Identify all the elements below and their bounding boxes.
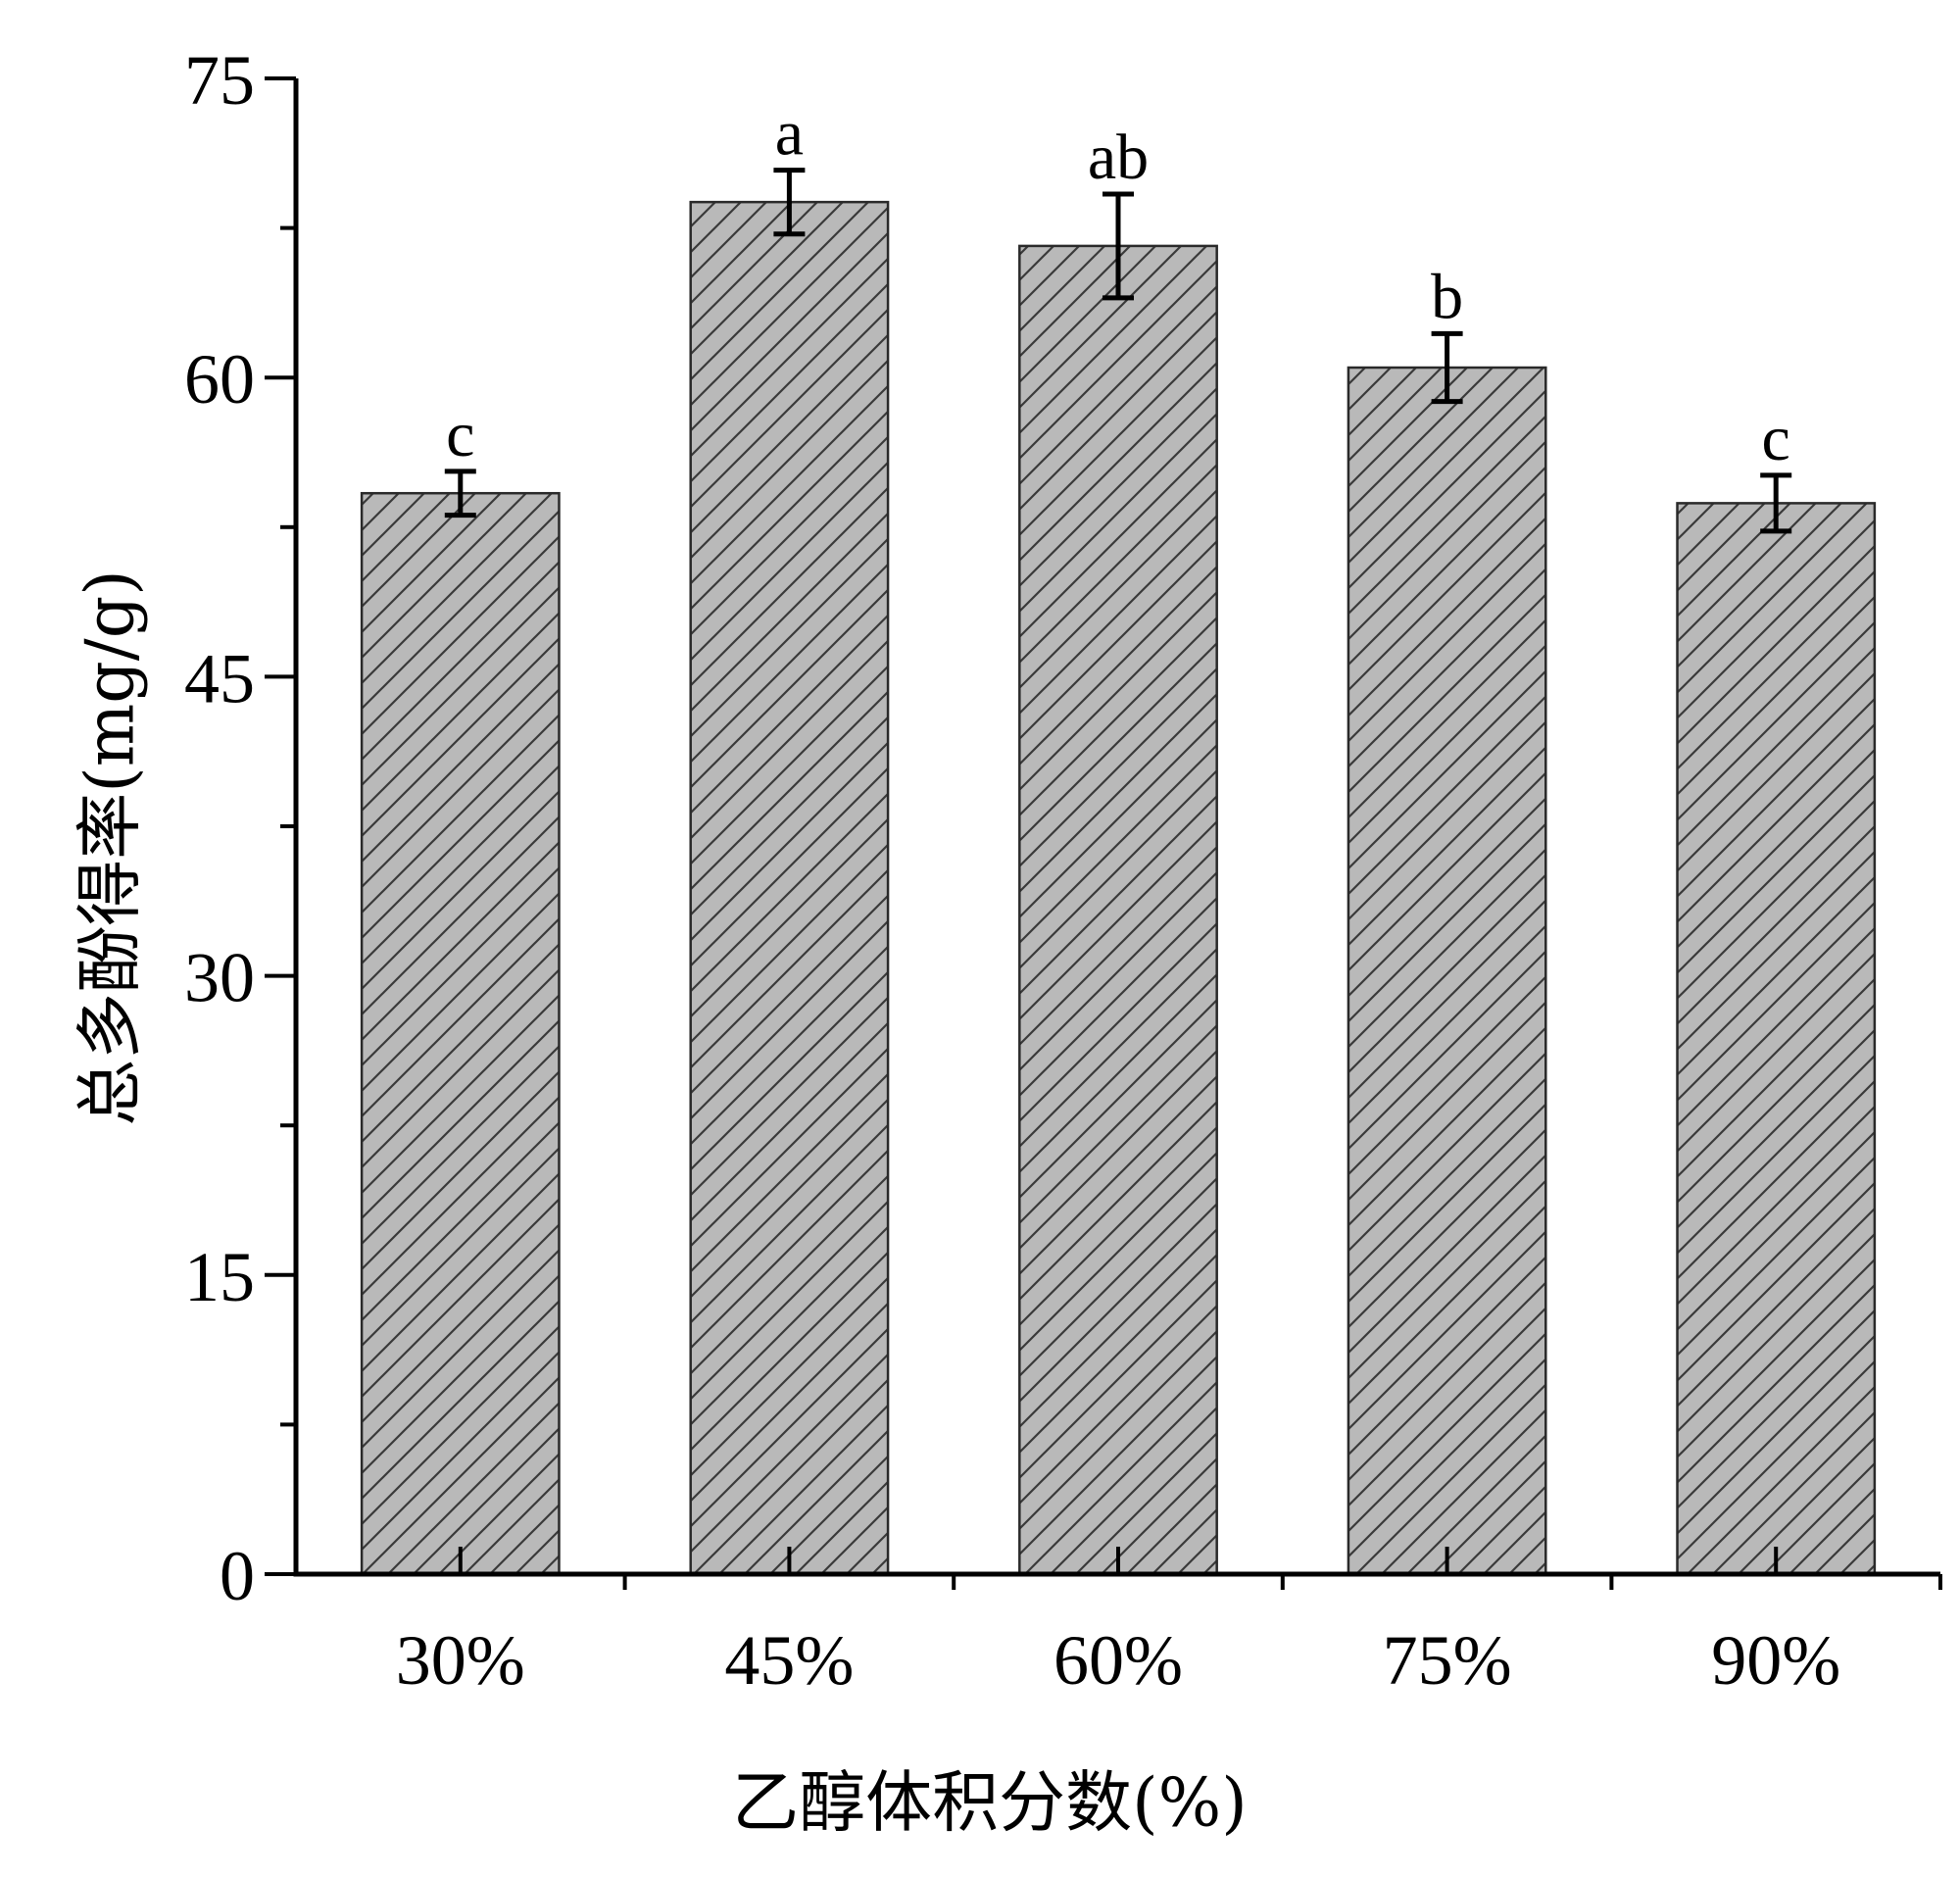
significance-label-2: a: [775, 98, 804, 170]
y-tick-label-5: 60: [184, 340, 255, 419]
x-axis-title: 乙醇体积分数(%): [732, 1765, 1248, 1843]
x-tick-label-5: 90%: [1711, 1621, 1840, 1700]
y-tick-label-1: 0: [220, 1537, 255, 1615]
y-tick-label-2: 15: [184, 1238, 255, 1316]
x-tick-label-2: 45%: [724, 1621, 854, 1700]
x-tick-label-4: 75%: [1383, 1621, 1512, 1700]
labels-layer: c 30% a 45% ab 60% b 75% c 90% 0 15 30 45 60 75: [184, 41, 1840, 1700]
axes-layer: [265, 76, 1942, 1590]
y-tick-label-6: 75: [184, 41, 255, 120]
significance-label-1: c: [446, 399, 474, 470]
significance-label-4: b: [1431, 261, 1463, 332]
y-tick-label-3: 30: [184, 939, 255, 1017]
bar-5: [1676, 502, 1877, 1576]
bar-2: [689, 200, 890, 1576]
bar-3: [1018, 244, 1218, 1576]
y-tick-label-4: 45: [184, 639, 255, 717]
significance-label-3: ab: [1088, 122, 1149, 193]
significance-label-5: c: [1762, 403, 1790, 474]
x-tick-label-3: 60%: [1054, 1621, 1183, 1700]
bars-layer: [360, 200, 1877, 1576]
y-axis-title: 总多酚得率(mg/g): [73, 569, 150, 1126]
bar-1: [360, 491, 561, 1576]
x-tick-label-1: 30%: [396, 1621, 525, 1700]
bar-4: [1347, 366, 1547, 1576]
error-bars-layer: [444, 168, 1792, 534]
